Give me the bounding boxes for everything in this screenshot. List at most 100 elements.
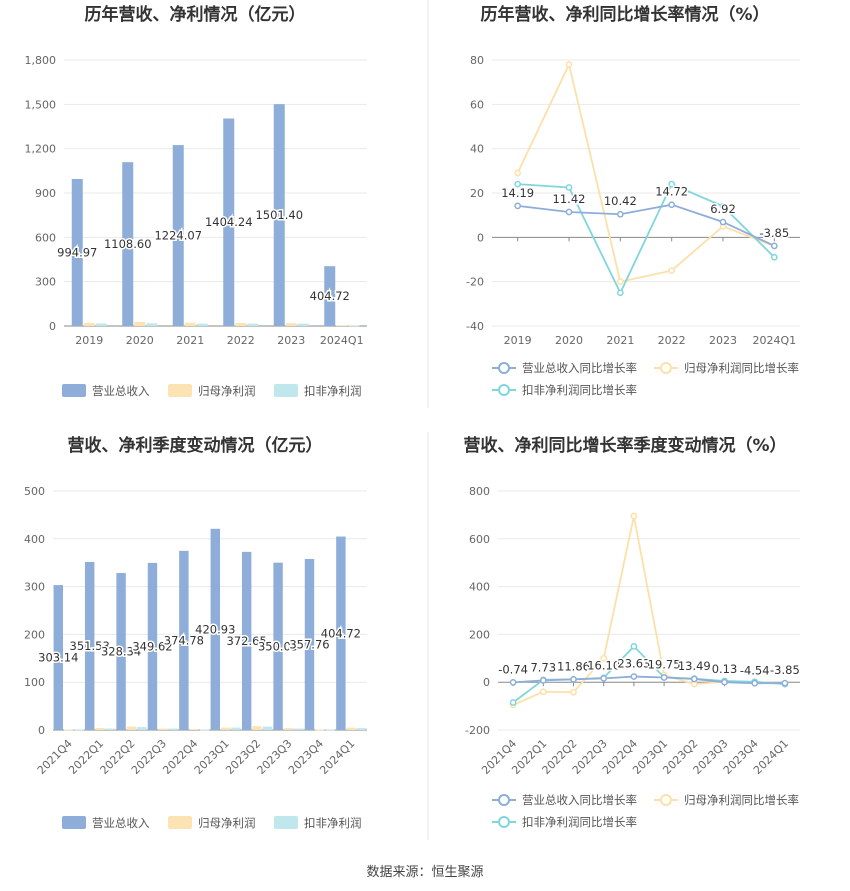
growth-point xyxy=(509,699,517,706)
legend-swatch xyxy=(274,816,298,829)
growth-value-label: 14.19 xyxy=(501,186,534,200)
growth-point xyxy=(600,654,608,662)
chart-title: 营收、净利同比增长率季度变动情况（%） xyxy=(463,435,786,456)
annual-growth-rate-chart: 历年营收、净利同比增长率情况（%） -40 -20 0 20 40 60 80 2019 2020… xyxy=(466,4,800,397)
bar-value-label: 357.76 xyxy=(289,637,329,651)
y-tick-label: 600 xyxy=(35,231,56,244)
deducted-profit-bar xyxy=(105,728,116,730)
growth-value-label: 16.10 xyxy=(587,658,620,672)
growth-point xyxy=(570,688,577,696)
growth-point xyxy=(721,678,728,686)
legend-label: 扣非净利润 xyxy=(304,384,362,398)
x-tick-label: 2020 xyxy=(555,334,583,347)
growth-point xyxy=(539,688,547,696)
deducted-profit-bar xyxy=(357,728,367,730)
growth-value-label: -0.74 xyxy=(498,662,528,676)
revenue-bar xyxy=(122,162,134,326)
net-profit-bar xyxy=(283,728,294,730)
net-profit-bar xyxy=(189,729,200,730)
deducted-profit-bar xyxy=(247,323,259,326)
net-profit-bar xyxy=(346,727,357,730)
bar-value-label: 351.53 xyxy=(70,639,110,653)
legend-label: 归母净利润同比增长率 xyxy=(684,361,799,375)
growth-point xyxy=(616,278,624,286)
bar-value-label: 374.78 xyxy=(164,633,204,647)
growth-value-label: 14.72 xyxy=(655,185,688,199)
growth-point xyxy=(565,208,573,216)
x-tick-label: 2023 xyxy=(277,334,305,347)
growth-value-label: -4.54 xyxy=(740,663,770,677)
y-tick-label: 0 xyxy=(49,320,56,333)
y-tick-label: 1,800 xyxy=(25,54,57,67)
growth-value-label: -3.85 xyxy=(770,663,800,677)
y-tick-label: 400 xyxy=(469,581,490,594)
revenue-bar xyxy=(324,266,336,326)
revenue-bar xyxy=(116,573,126,730)
chart-title: 历年营收、净利情况（亿元） xyxy=(85,4,306,25)
revenue-bar xyxy=(241,551,252,730)
x-tick-label: 2024Q1 xyxy=(317,737,357,777)
deducted-profit-bar xyxy=(231,727,241,730)
bar-value-label: 328.34 xyxy=(101,645,141,659)
net-profit-bar xyxy=(63,729,74,731)
legend-marker xyxy=(498,362,510,374)
net-profit-bar xyxy=(336,325,348,327)
bar-value-label: 1108.60 xyxy=(104,237,152,251)
revenue-bar xyxy=(336,536,346,730)
legend-label: 营业总收入 xyxy=(92,384,150,398)
bar-value-label: 420.93 xyxy=(195,622,235,636)
growth-point xyxy=(565,184,573,191)
growth-point xyxy=(616,210,624,218)
growth-point xyxy=(509,679,517,686)
growth-value-label: 7.73 xyxy=(530,660,556,674)
y-tick-label: 900 xyxy=(35,187,56,200)
growth-value-label: 6.92 xyxy=(710,202,736,216)
growth-point xyxy=(719,202,727,210)
legend-swatch xyxy=(168,384,192,397)
x-tick-label: 2022 xyxy=(227,334,255,347)
y-tick-label: -20 xyxy=(466,276,484,289)
growth-point xyxy=(781,679,789,687)
x-tick-label: 2021 xyxy=(606,334,634,347)
y-tick-label: 600 xyxy=(469,533,490,546)
growth-point xyxy=(660,674,668,681)
bar-value-label: 404.72 xyxy=(321,626,361,640)
revenue-growth-line xyxy=(513,675,785,685)
y-tick-label: 100 xyxy=(24,676,45,689)
x-tick-label: 2024Q1 xyxy=(320,334,364,347)
quarterly-growth-rate-chart: 营收、净利同比增长率季度变动情况（%）-20002004006008002021… xyxy=(463,435,801,829)
x-tick-label: 2019 xyxy=(75,334,103,347)
legend-label: 归母净利润 xyxy=(198,816,256,830)
net-profit-bar xyxy=(285,323,297,326)
growth-value-label: 10.42 xyxy=(604,194,637,208)
legend-swatch xyxy=(168,816,192,829)
legend-label: 营业总收入同比增长率 xyxy=(522,361,637,375)
chart-title: 历年营收、净利同比增长率情况（%） xyxy=(480,4,769,25)
legend-marker xyxy=(660,362,672,374)
growth-point xyxy=(616,289,624,297)
x-tick-label: 2020 xyxy=(126,334,154,347)
y-tick-label: 1,500 xyxy=(25,98,57,111)
quarterly-revenue-profit-chart: 营收、净利季度变动情况（亿元）01002003004005002021Q4202… xyxy=(24,435,367,830)
y-tick-label: 200 xyxy=(24,628,45,641)
revenue-bar xyxy=(223,118,235,327)
net-profit-bar xyxy=(83,322,95,326)
net-profit-bar xyxy=(184,322,196,326)
chart-title: 营收、净利季度变动情况（亿元） xyxy=(68,435,323,456)
growth-value-label: -3.85 xyxy=(759,226,789,240)
bar-value-label: 1224.07 xyxy=(154,229,202,243)
y-tick-label: 1,200 xyxy=(25,143,57,156)
y-tick-label: 500 xyxy=(24,485,45,498)
growth-value-label: 0.13 xyxy=(712,662,738,676)
growth-point xyxy=(630,512,638,520)
deducted-profit-bar xyxy=(137,727,147,730)
legend-marker xyxy=(498,816,510,828)
revenue-growth-line xyxy=(517,203,775,247)
growth-point xyxy=(668,180,676,188)
y-tick-label: 300 xyxy=(24,581,45,594)
growth-point xyxy=(690,675,698,683)
y-tick-label: 0 xyxy=(38,724,45,737)
deducted-profit-growth-line xyxy=(517,182,775,295)
growth-value-label: 11.86 xyxy=(557,659,590,673)
